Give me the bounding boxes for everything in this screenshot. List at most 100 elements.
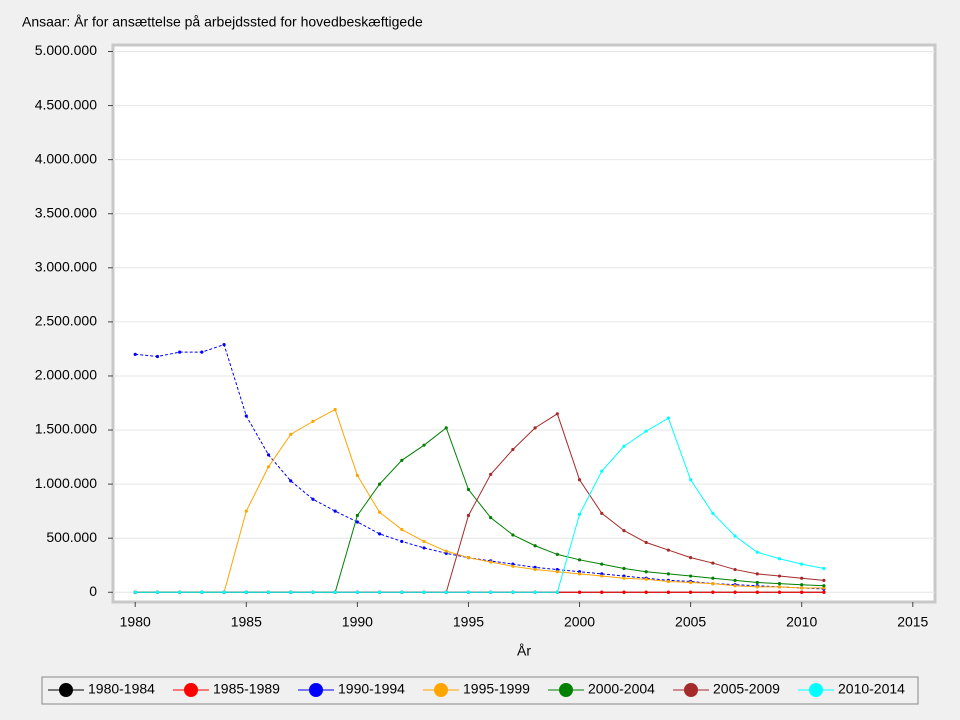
legend-label: 1990-1994: [338, 681, 405, 697]
x-tick-label: 1985: [231, 614, 262, 630]
point: [355, 513, 359, 518]
point: [644, 540, 648, 545]
point: [244, 414, 248, 418]
point: [489, 560, 493, 564]
point: [711, 561, 715, 565]
point: [800, 583, 804, 587]
point: [822, 584, 826, 588]
y-tick-label: 5.000.000: [35, 42, 97, 58]
x-tick-label: 2005: [675, 614, 706, 630]
point: [355, 473, 359, 478]
point: [333, 590, 337, 594]
legend-label: 2010-2014: [838, 681, 905, 697]
point: [555, 412, 559, 416]
point: [555, 590, 559, 594]
point: [777, 574, 782, 578]
point: [444, 549, 448, 553]
x-axis-label: År: [517, 643, 531, 659]
point: [533, 590, 537, 594]
point: [689, 574, 693, 578]
point: [422, 546, 426, 550]
point: [311, 497, 315, 501]
point: [244, 509, 248, 513]
legend-label: 2005-2009: [713, 681, 780, 697]
point: [377, 482, 382, 486]
x-tick-label: 1980: [120, 614, 151, 630]
point: [666, 416, 671, 420]
point: [622, 576, 626, 580]
point: [733, 534, 737, 538]
point: [200, 590, 204, 594]
point: [422, 539, 426, 544]
point: [466, 487, 471, 492]
point: [511, 447, 515, 452]
point: [600, 590, 604, 594]
y-tick-label: 1.500.000: [35, 421, 97, 437]
x-tick-label: 2015: [897, 614, 928, 630]
point: [222, 342, 226, 347]
point: [355, 520, 359, 524]
x-tick-label: 1990: [342, 614, 373, 630]
x-tick-label: 1995: [453, 614, 484, 630]
legend-marker: [684, 683, 698, 697]
point: [622, 566, 626, 571]
point: [466, 556, 471, 560]
point: [555, 552, 559, 557]
point: [533, 567, 537, 572]
y-tick-label: 0: [89, 583, 97, 599]
point: [489, 516, 493, 520]
point: [822, 566, 826, 571]
point: [311, 590, 315, 594]
point: [577, 572, 582, 576]
point: [600, 511, 604, 515]
point: [577, 590, 582, 594]
point: [489, 590, 493, 594]
point: [733, 590, 737, 594]
point: [444, 590, 448, 594]
point: [800, 590, 804, 594]
point: [533, 544, 537, 548]
point: [200, 350, 204, 354]
point: [289, 590, 293, 594]
plot-area: [111, 43, 937, 604]
point: [489, 472, 493, 476]
point: [444, 426, 448, 430]
point: [777, 590, 782, 594]
y-tick-label: 2.500.000: [35, 313, 97, 329]
point: [400, 458, 404, 462]
point: [666, 572, 671, 576]
point: [244, 590, 248, 594]
point: [777, 582, 782, 586]
point: [755, 580, 759, 585]
point: [689, 590, 693, 594]
point: [377, 532, 382, 536]
legend-marker: [809, 683, 823, 697]
point: [266, 453, 271, 457]
point: [711, 511, 715, 515]
point: [644, 590, 648, 594]
point: [511, 533, 515, 537]
point: [644, 577, 648, 581]
point: [511, 590, 515, 594]
point: [400, 527, 404, 532]
point: [400, 590, 404, 594]
legend-marker: [184, 683, 198, 697]
x-tick-label: 2010: [786, 614, 817, 630]
point: [422, 443, 426, 447]
point: [644, 570, 648, 574]
y-tick-label: 2.000.000: [35, 367, 97, 383]
point: [800, 562, 804, 566]
point: [466, 513, 471, 518]
point: [333, 509, 337, 513]
series-line: [135, 408, 824, 593]
point: [511, 564, 515, 568]
point: [311, 419, 315, 423]
y-tick-label: 3.500.000: [35, 204, 97, 220]
point: [577, 512, 582, 516]
point: [800, 576, 804, 580]
point: [155, 590, 160, 594]
series-line: [135, 417, 825, 593]
legend-label: 1985-1989: [213, 681, 280, 697]
point: [377, 590, 382, 594]
